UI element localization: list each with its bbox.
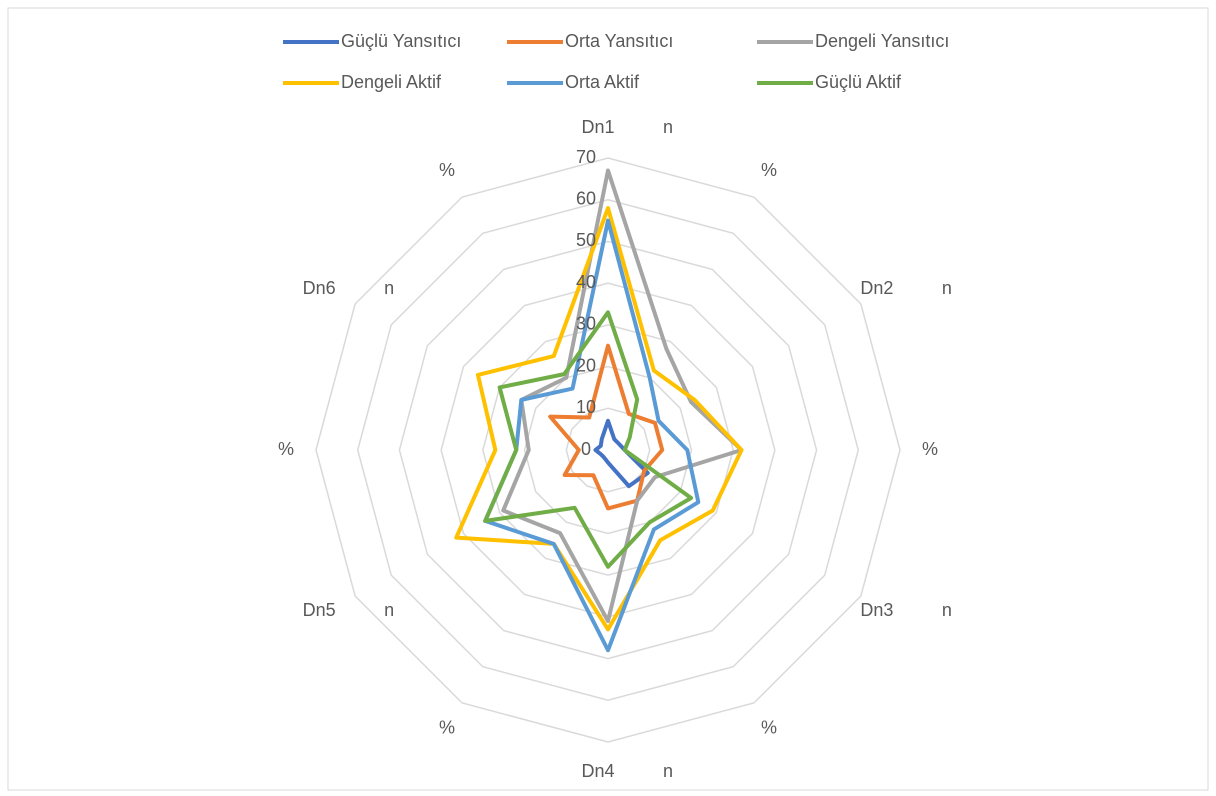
r-tick-label: 20 — [576, 355, 596, 375]
chart-frame — [7, 7, 1209, 791]
legend-label: Orta Aktif — [565, 72, 640, 92]
r-tick-label: 70 — [576, 147, 596, 167]
legend-label: Orta Yansıtıcı — [565, 31, 673, 51]
category-label: n — [663, 117, 673, 137]
r-tick-label: 0 — [581, 439, 591, 459]
category-label: n — [663, 761, 673, 781]
group-label: Dn6 — [303, 278, 336, 298]
r-tick-label: 50 — [576, 230, 596, 250]
category-label: % — [761, 160, 777, 180]
grid-ring — [565, 407, 651, 493]
r-tick-label: 40 — [576, 272, 596, 292]
r-tick-label: 60 — [576, 188, 596, 208]
category-label: % — [439, 718, 455, 738]
r-tick-label: 30 — [576, 314, 596, 334]
grid-ring — [523, 365, 693, 535]
series-line — [483, 310, 694, 569]
group-label: Dn3 — [860, 600, 893, 620]
group-label: Dn5 — [303, 600, 336, 620]
category-label: % — [278, 439, 294, 459]
group-label: Dn2 — [860, 278, 893, 298]
category-label: n — [384, 600, 394, 620]
series-line — [483, 218, 701, 653]
legend-label: Dengeli Yansıtıcı — [815, 31, 949, 51]
series-line — [593, 418, 650, 489]
r-tick-label: 10 — [576, 397, 596, 417]
category-label: n — [942, 600, 952, 620]
series-line — [454, 206, 744, 632]
category-label: % — [761, 718, 777, 738]
legend-label: Dengeli Aktif — [341, 72, 442, 92]
category-label: n — [942, 278, 952, 298]
group-label: Dn4 — [581, 761, 614, 781]
series-line — [548, 343, 665, 511]
group-label: Dn1 — [581, 117, 614, 137]
grid-ring — [315, 157, 901, 743]
category-label: n — [384, 278, 394, 298]
category-label: % — [439, 160, 455, 180]
grid-ring — [398, 240, 818, 660]
grid-ring — [356, 198, 860, 702]
legend-label: Güçlü Yansıtıcı — [341, 31, 461, 51]
legend-label: Güçlü Aktif — [815, 72, 902, 92]
category-label: % — [922, 439, 938, 459]
